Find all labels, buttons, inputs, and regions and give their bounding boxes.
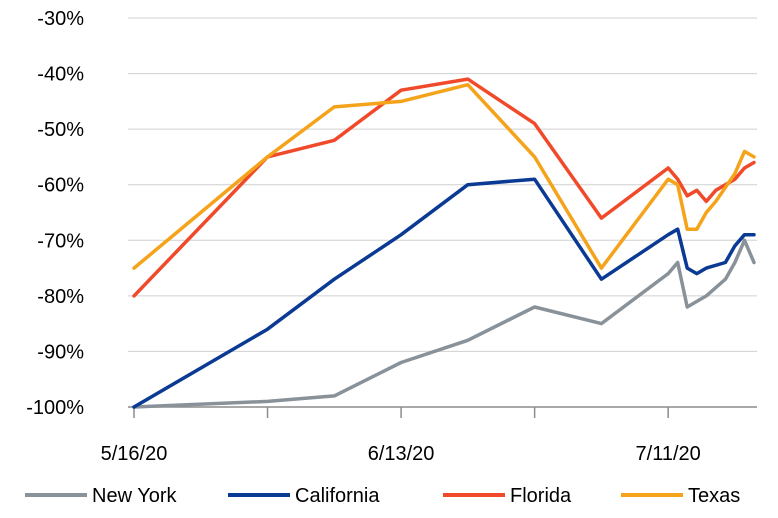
legend-label: Texas [688,485,740,507]
legend-label: California [295,485,380,507]
x-tick-label: 7/11/20 [636,443,701,465]
legend-label: New York [92,485,177,507]
legend-label: Florida [510,485,572,507]
x-tick-label: 6/13/20 [368,443,435,465]
series-line-new-york [132,238,756,409]
y-tick-label: -50% [37,119,84,141]
series-line-texas [132,82,756,270]
legend: New York California Florida Texas [25,485,740,507]
y-tick-label: -70% [37,230,84,252]
y-tick-label: -80% [37,286,84,308]
x-axis [128,406,757,418]
y-tick-label: -90% [37,341,84,363]
y-tick-label: -60% [37,175,84,197]
y-tick-label: -30% [37,8,84,30]
series-lines [132,77,756,409]
y-axis-tick-labels: -30% -40% -50% -60% -70% -80% -90% -100% [26,8,84,419]
x-axis-tick-labels: 5/16/20 6/13/20 7/11/20 [101,443,701,465]
x-tick-label: 5/16/20 [101,443,168,465]
series-line-california [132,177,756,409]
y-tick-label: -100% [26,397,84,419]
y-tick-label: -40% [37,64,84,86]
